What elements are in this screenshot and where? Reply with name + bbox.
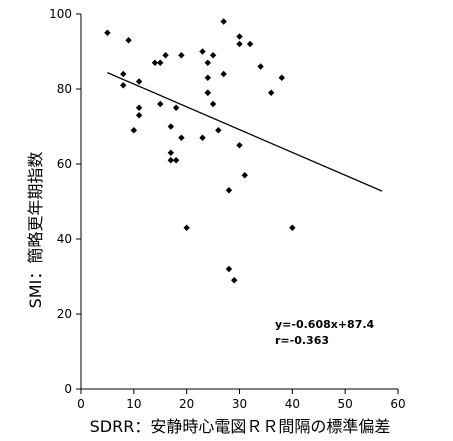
data-point	[236, 33, 243, 40]
y-ticks: 0 20 40 60 80 100	[49, 7, 81, 396]
data-point	[125, 37, 132, 44]
data-point	[241, 172, 248, 179]
y-tick-label: 60	[57, 157, 72, 171]
regression-equation: y=-0.608x+87.4	[275, 318, 375, 331]
data-point	[289, 224, 296, 231]
data-point	[236, 142, 243, 149]
x-tick-label: 0	[77, 397, 85, 411]
data-point	[151, 59, 159, 66]
x-tick-label: 40	[285, 397, 300, 411]
data-point	[199, 48, 206, 55]
y-axis-title: SMI：簡略更年期指数	[26, 152, 45, 309]
x-tick-label: 50	[338, 397, 353, 411]
data-point	[220, 70, 227, 78]
data-point	[178, 52, 185, 59]
x-ticks: 0 10 20 30 40 50 60	[77, 389, 406, 411]
data-point	[225, 265, 233, 273]
x-tick-label: 10	[126, 397, 141, 411]
data-point	[130, 127, 138, 134]
data-point	[120, 70, 127, 78]
data-point	[167, 123, 175, 130]
data-point	[231, 277, 238, 284]
data-point	[246, 40, 254, 48]
data-point	[104, 29, 111, 36]
data-point	[157, 59, 164, 66]
y-tick-label: 100	[49, 7, 72, 21]
y-tick-label: 0	[64, 382, 72, 396]
data-point	[120, 82, 127, 89]
data-point	[167, 149, 175, 156]
data-point	[162, 52, 169, 59]
x-tick-label: 20	[179, 397, 194, 411]
data-point	[278, 74, 285, 81]
data-point	[209, 100, 217, 108]
data-point	[204, 89, 211, 96]
y-tick-label: 20	[57, 307, 72, 321]
data-point	[209, 52, 217, 59]
data-point	[157, 100, 164, 108]
data-point	[172, 157, 180, 164]
data-points	[104, 18, 296, 284]
data-point	[225, 187, 233, 194]
data-point	[236, 40, 243, 48]
data-point	[167, 157, 175, 164]
data-point	[268, 89, 275, 96]
data-point	[257, 63, 264, 70]
data-point	[135, 112, 143, 119]
data-point	[135, 104, 143, 111]
data-point	[215, 127, 222, 134]
correlation-coefficient: r=-0.363	[275, 334, 329, 347]
data-point	[172, 104, 180, 111]
x-tick-label: 60	[390, 397, 405, 411]
x-axis-title: SDRR：安静時心電図ＲＲ間隔の標準偏差	[90, 417, 391, 436]
data-point	[220, 18, 227, 25]
trend-line	[107, 72, 383, 192]
data-point	[204, 74, 211, 81]
x-tick-label: 30	[232, 397, 247, 411]
y-tick-label: 80	[57, 82, 72, 96]
data-point	[199, 134, 206, 141]
data-point	[204, 59, 211, 66]
data-point	[178, 134, 185, 141]
data-point	[183, 224, 190, 231]
data-point	[135, 78, 143, 85]
y-tick-label: 40	[57, 232, 72, 246]
